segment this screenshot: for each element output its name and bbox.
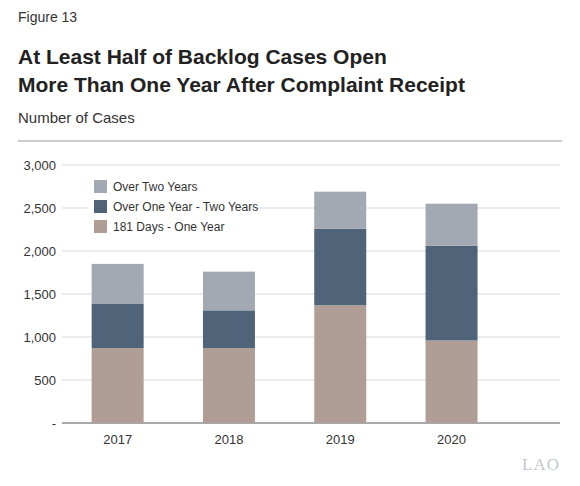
grid-line: [62, 251, 560, 252]
chart-root: Figure 13 At Least Half of Backlog Cases …: [0, 0, 580, 486]
bar-segment: [92, 348, 144, 423]
y-axis-line: [62, 165, 63, 423]
bars: [92, 192, 478, 423]
header-rule: [18, 141, 562, 142]
y-tick-label: 2,500: [23, 201, 56, 216]
bar-segment: [203, 310, 255, 348]
title-line: At Least Half of Backlog Cases Open: [18, 45, 387, 68]
legend-label: 181 Days - One Year: [113, 220, 224, 234]
legend-label: Over One Year - Two Years: [113, 200, 258, 214]
bar-segment: [314, 192, 366, 229]
title-line: More Than One Year After Complaint Recei…: [18, 73, 465, 96]
bar-segment: [426, 340, 478, 423]
subtitle: Number of Cases: [18, 109, 135, 126]
grid-line: [62, 165, 560, 166]
y-tick-label: 1,500: [23, 287, 56, 302]
y-tick-label: 2,000: [23, 244, 56, 259]
legend-swatch: [94, 180, 107, 193]
legend-swatch: [94, 200, 107, 213]
legend-label: Over Two Years: [113, 180, 198, 194]
y-tick-label: 1,000: [23, 330, 56, 345]
bar-segment: [314, 229, 366, 306]
x-tick-label: 2020: [437, 432, 466, 447]
bar-segment: [203, 272, 255, 311]
figure-label: Figure 13: [18, 9, 77, 25]
title: At Least Half of Backlog Cases Open More …: [18, 45, 465, 96]
bar-segment: [203, 348, 255, 423]
bar-segment: [92, 264, 144, 304]
bar-segment: [314, 305, 366, 423]
logo: LAO: [522, 455, 560, 474]
bar-segment: [92, 303, 144, 348]
legend-swatch: [94, 220, 107, 233]
bar-segment: [426, 246, 478, 341]
bar-segment: [426, 204, 478, 246]
x-tick-label: 2019: [326, 432, 355, 447]
y-tick-label: 500: [34, 373, 56, 388]
y-tick-label: -: [52, 416, 56, 431]
y-tick-label: 3,000: [23, 158, 56, 173]
x-tick-label: 2018: [214, 432, 243, 447]
x-tick-label: 2017: [103, 432, 132, 447]
